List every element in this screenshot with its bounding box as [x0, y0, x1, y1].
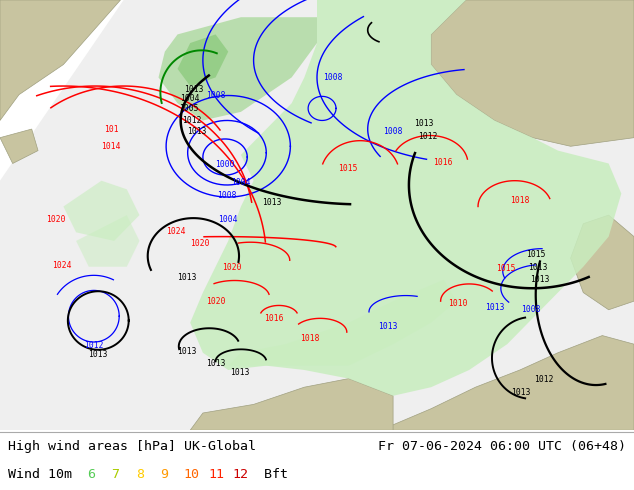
Text: 1013: 1013: [378, 322, 398, 331]
Text: 1005: 1005: [179, 104, 198, 113]
Text: 1004: 1004: [231, 178, 250, 187]
Text: 1008: 1008: [522, 305, 541, 314]
Text: 1012: 1012: [84, 341, 103, 349]
Text: 1018: 1018: [300, 334, 319, 343]
Polygon shape: [190, 379, 393, 430]
Polygon shape: [190, 0, 621, 396]
Text: Wind 10m: Wind 10m: [8, 468, 72, 481]
Text: 1013: 1013: [184, 85, 203, 94]
Text: 1016: 1016: [433, 158, 452, 167]
Text: 1013: 1013: [262, 197, 281, 207]
Text: 6: 6: [87, 468, 96, 481]
Polygon shape: [63, 181, 139, 241]
Text: 1004: 1004: [219, 215, 238, 224]
Text: 1013: 1013: [89, 350, 108, 360]
Text: 1015: 1015: [496, 265, 515, 273]
Text: 1014: 1014: [101, 142, 120, 151]
Text: High wind areas [hPa] UK-Global: High wind areas [hPa] UK-Global: [8, 441, 256, 453]
Text: 1016: 1016: [264, 314, 283, 323]
Text: 1008: 1008: [206, 92, 225, 100]
Text: 1015: 1015: [338, 164, 357, 173]
Polygon shape: [380, 336, 634, 430]
Text: 1013: 1013: [187, 127, 206, 136]
Text: 10: 10: [184, 468, 200, 481]
Polygon shape: [0, 0, 120, 121]
Text: 1008: 1008: [384, 127, 403, 136]
Text: 1018: 1018: [510, 196, 529, 205]
Text: 9: 9: [160, 468, 168, 481]
Text: 1010: 1010: [448, 299, 467, 308]
Polygon shape: [158, 17, 317, 121]
Text: 101: 101: [103, 124, 119, 134]
Polygon shape: [0, 0, 634, 430]
Text: 1013: 1013: [178, 347, 197, 356]
Text: 1020: 1020: [190, 239, 209, 248]
Text: 1012: 1012: [182, 116, 201, 125]
Text: 1012: 1012: [534, 375, 553, 384]
Text: 11: 11: [208, 468, 224, 481]
Text: 1008: 1008: [217, 191, 236, 200]
Text: 7: 7: [112, 468, 120, 481]
Text: 1020: 1020: [222, 263, 241, 272]
Text: 1004: 1004: [181, 95, 200, 103]
Text: 1013: 1013: [206, 359, 225, 368]
Text: 1013: 1013: [512, 388, 531, 397]
Text: 1008: 1008: [323, 73, 342, 82]
Text: 1013: 1013: [485, 303, 504, 312]
Text: 1013: 1013: [528, 263, 547, 272]
Text: 1013: 1013: [414, 120, 433, 128]
Polygon shape: [571, 215, 634, 310]
Text: 1013: 1013: [230, 368, 249, 377]
Text: 1013: 1013: [178, 273, 197, 282]
Text: 1013: 1013: [531, 275, 550, 284]
Text: 1024: 1024: [167, 227, 186, 236]
Text: 1024: 1024: [53, 261, 72, 270]
Text: Fr 07-06-2024 06:00 UTC (06+48): Fr 07-06-2024 06:00 UTC (06+48): [378, 441, 626, 453]
Text: 1020: 1020: [46, 215, 65, 224]
Text: 1012: 1012: [418, 132, 437, 141]
Text: Bft: Bft: [256, 468, 288, 481]
Text: 1000: 1000: [216, 160, 235, 169]
Polygon shape: [178, 34, 228, 86]
Text: 1020: 1020: [206, 296, 225, 306]
Polygon shape: [228, 280, 456, 366]
Polygon shape: [431, 0, 634, 147]
Text: 8: 8: [136, 468, 144, 481]
Text: 12: 12: [232, 468, 248, 481]
Polygon shape: [0, 129, 38, 164]
Polygon shape: [76, 215, 139, 267]
Text: 1015: 1015: [526, 250, 545, 259]
